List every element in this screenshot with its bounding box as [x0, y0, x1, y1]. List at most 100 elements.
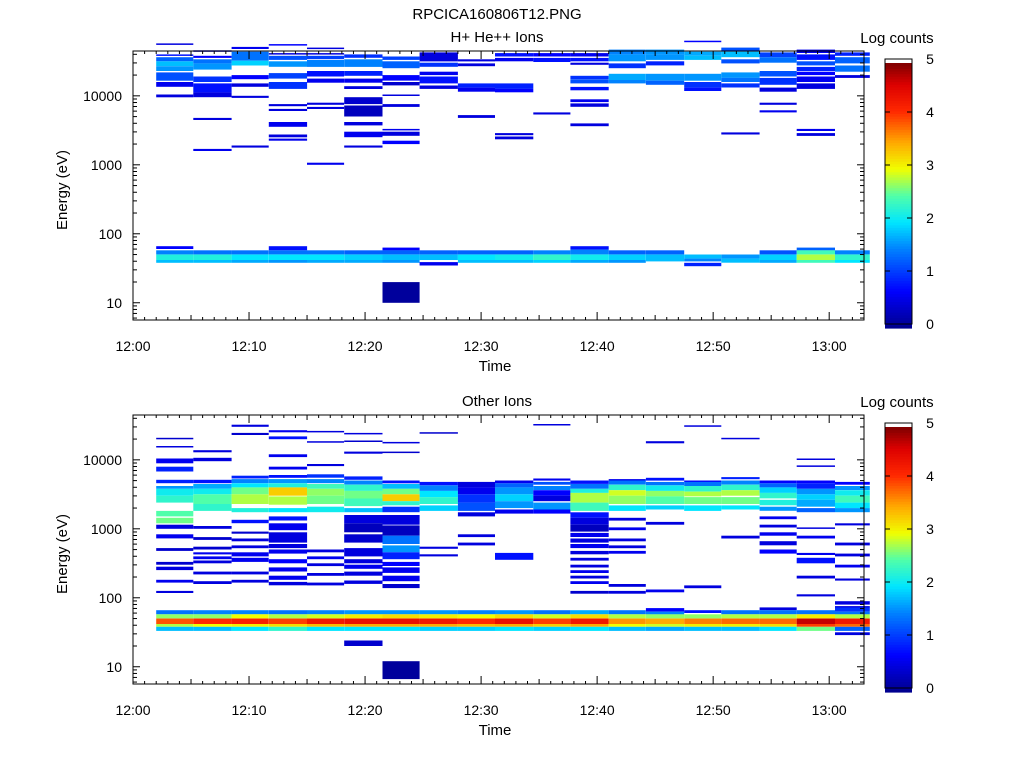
spectrogram-cell — [608, 505, 646, 511]
spectrogram-cell — [608, 254, 646, 260]
colorbar-swatch — [885, 84, 912, 88]
colorbar-swatch — [885, 248, 912, 252]
spectrogram-cell — [382, 501, 420, 506]
spectrogram-cell — [382, 618, 420, 624]
spectrogram-cell — [457, 115, 495, 118]
spectrogram-cell — [344, 480, 383, 485]
colorbar-swatch — [885, 108, 912, 112]
colorbar-swatch — [885, 293, 912, 297]
spectrogram-cell — [344, 440, 383, 442]
spectrogram-cell — [457, 487, 495, 495]
colorbar-swatch — [885, 290, 912, 295]
spectrogram-cell — [570, 581, 609, 584]
colorbar-swatch — [885, 485, 912, 489]
colorbar-swatch — [885, 63, 912, 67]
spectrogram-cell — [759, 618, 797, 624]
colorbar-label: Log counts — [860, 30, 933, 47]
x-axis-ticks: 12:00 12:10 12:20 12:30 12:40 12:50 13:00 — [115, 415, 865, 718]
spectrogram-cell — [533, 502, 571, 510]
colorbar-swatch — [885, 261, 912, 265]
spectrogram-cell — [608, 480, 646, 485]
spectrogram-cell — [759, 110, 797, 113]
spectrogram-cell — [570, 484, 609, 489]
spectrogram-cell — [344, 564, 383, 569]
spectrogram-cell — [156, 486, 194, 489]
spectrogram-cell — [495, 626, 534, 631]
spectrogram-cell — [608, 73, 646, 80]
spectrogram-cell — [268, 581, 308, 586]
spectrogram-cell — [721, 72, 760, 78]
spectrogram-cell — [684, 491, 722, 497]
spectrogram-cell — [608, 550, 646, 554]
spectrogram-cell — [344, 71, 383, 76]
spectrogram-cell — [721, 505, 760, 510]
colorbar-swatch — [885, 116, 912, 120]
colorbar-swatch — [885, 434, 912, 439]
spectrogram-cell — [645, 441, 685, 444]
spectrogram-cell — [495, 250, 534, 255]
spectrogram-cell — [796, 128, 835, 131]
colorbar-swatch — [885, 203, 912, 207]
colorbar-swatch — [885, 501, 912, 505]
spectrogram-cell — [721, 437, 760, 440]
spectrogram-cell — [156, 626, 194, 631]
spectrogram-cell — [419, 505, 458, 511]
colorbar-swatch — [885, 309, 912, 313]
spectrogram-cell — [193, 457, 232, 462]
colorbar-swatch — [885, 296, 912, 300]
spectrogram-cell — [796, 61, 835, 66]
spectrogram-cell — [759, 499, 797, 506]
spectrogram-cell — [835, 502, 870, 509]
spectrogram-cell — [268, 544, 308, 549]
colorbar-tick-label: 5 — [926, 415, 934, 431]
spectrogram-cell — [721, 535, 760, 539]
spectrogram-cell — [684, 610, 722, 613]
spectrogram-cell — [231, 46, 269, 49]
spectrogram-cell — [570, 538, 609, 543]
spectrogram-cell — [570, 590, 609, 594]
colorbar-swatch — [885, 179, 912, 183]
spectrogram-cell — [721, 626, 760, 631]
spectrogram-cell — [457, 534, 495, 538]
spectrogram-cell — [344, 260, 383, 263]
spectrogram-cell — [193, 63, 232, 70]
colorbar-swatch — [885, 174, 912, 178]
spectrogram-cell — [193, 479, 232, 484]
spectrogram-cell — [419, 546, 458, 549]
colorbar-swatch — [885, 511, 912, 516]
colorbar-frame — [884, 422, 913, 689]
spectrogram-cell — [796, 488, 835, 495]
x-axis-label: Time — [479, 358, 512, 375]
spectrogram-cell — [307, 441, 345, 443]
spectrogram-cell — [193, 526, 232, 529]
spectrogram-cell — [570, 249, 609, 255]
spectrogram-cell — [570, 570, 609, 573]
colorbar-swatch — [885, 227, 912, 231]
spectrogram-cell — [231, 260, 269, 263]
spectrogram-cell — [268, 614, 308, 619]
spectrogram-cell — [645, 54, 685, 60]
spectrogram-cell — [156, 54, 194, 56]
spectrogram-cell — [457, 542, 495, 546]
spectrogram-cell — [268, 250, 308, 255]
spectrogram-cell — [495, 83, 534, 89]
spectrogram-cell — [608, 54, 646, 62]
spectrogram-cell — [193, 560, 232, 564]
spectrogram-cell — [796, 76, 835, 82]
colorbar-swatch — [885, 527, 912, 531]
colorbar-swatch — [885, 166, 912, 170]
colorbar-swatch — [885, 121, 912, 125]
spectrogram-cell — [268, 483, 308, 488]
spectrogram-cell — [382, 104, 420, 107]
spectrogram-cell — [495, 254, 534, 260]
colorbar-swatch — [885, 506, 912, 510]
colorbar-swatch — [885, 81, 912, 85]
colorbar-swatch — [885, 118, 912, 122]
spectrogram-cell — [759, 250, 797, 255]
spectrogram-cell — [156, 246, 194, 249]
spectrogram-cell — [759, 610, 797, 615]
spectrogram-cell — [608, 624, 646, 627]
spectrogram-cell — [382, 94, 420, 96]
spectrogram-cell — [231, 145, 269, 148]
x-tick-label: 12:40 — [580, 702, 615, 718]
